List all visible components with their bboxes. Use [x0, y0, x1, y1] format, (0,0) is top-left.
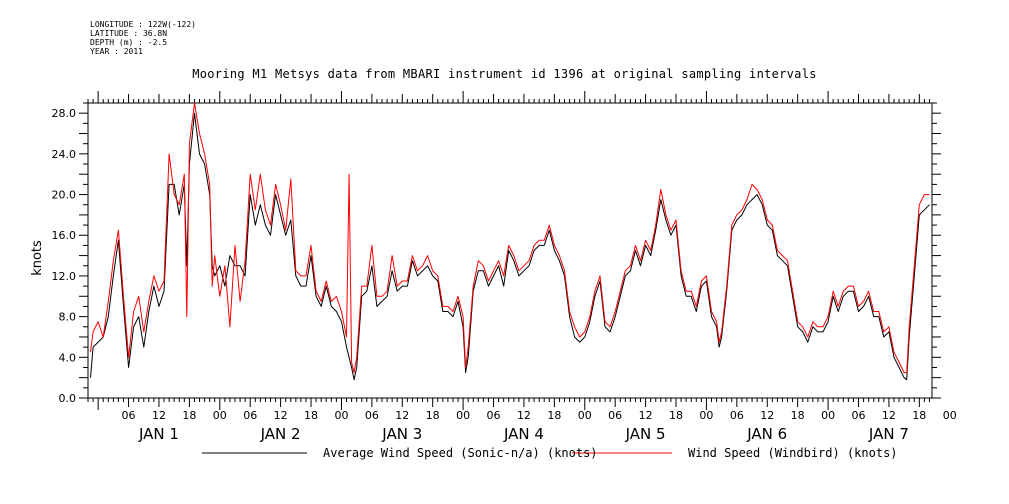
y-tick-label: 4.0 [59, 351, 77, 364]
year-text: YEAR : 2011 [90, 47, 143, 56]
x-hour-tick-label: 00 [699, 409, 713, 422]
x-hour-tick-label: 06 [122, 409, 136, 422]
x-hour-tick-label: 18 [669, 409, 683, 422]
x-hour-tick-label: 18 [426, 409, 440, 422]
x-hour-tick-label: 12 [882, 409, 896, 422]
x-day-label: JAN 4 [503, 425, 544, 443]
y-tick-label: 8.0 [59, 311, 77, 324]
x-hour-tick-label: 00 [943, 409, 957, 422]
x-hour-tick-label: 06 [365, 409, 379, 422]
x-hour-tick-label: 12 [152, 409, 166, 422]
x-hour-tick-label: 12 [395, 409, 409, 422]
x-day-label: JAN 5 [625, 425, 666, 443]
y-tick-label: 16.0 [52, 229, 77, 242]
x-day-label: JAN 1 [138, 425, 179, 443]
x-hour-tick-label: 00 [456, 409, 470, 422]
depth-text: DEPTH (m) : -2.5 [90, 38, 168, 47]
y-tick-label: 28.0 [52, 107, 77, 120]
x-hour-tick-label: 12 [274, 409, 288, 422]
longitude-text: LONGITUDE : 122W(-122) [90, 20, 196, 29]
x-hour-tick-label: 12 [517, 409, 531, 422]
x-hour-tick-label: 00 [821, 409, 835, 422]
y-axis-label: knots [30, 240, 45, 276]
y-tick-label: 24.0 [52, 148, 77, 161]
x-hour-tick-label: 00 [213, 409, 227, 422]
x-hour-tick-label: 00 [334, 409, 348, 422]
x-hour-tick-label: 12 [639, 409, 653, 422]
x-hour-tick-label: 06 [730, 409, 744, 422]
x-hour-tick-label: 18 [304, 409, 318, 422]
chart-title: Mooring M1 Metsys data from MBARI instru… [192, 67, 817, 81]
x-hour-tick-label: 18 [547, 409, 561, 422]
y-tick-label: 20.0 [52, 189, 77, 202]
y-tick-label: 0.0 [59, 392, 77, 405]
x-hour-tick-label: 06 [243, 409, 257, 422]
plot-frame [87, 102, 933, 399]
x-hour-tick-label: 18 [912, 409, 926, 422]
x-hour-tick-label: 00 [578, 409, 592, 422]
x-hour-tick-label: 18 [791, 409, 805, 422]
x-day-label: JAN 6 [746, 425, 787, 443]
x-hour-tick-label: 12 [760, 409, 774, 422]
series-line-windbird [90, 102, 930, 374]
x-day-label: JAN 3 [381, 425, 422, 443]
legend-label-windbird: Wind Speed (Windbird) (knots) [688, 446, 898, 460]
x-hour-tick-label: 06 [487, 409, 501, 422]
legend-label-sonic: Average Wind Speed (Sonic-n/a) (knots) [323, 446, 598, 460]
x-hour-tick-label: 06 [851, 409, 865, 422]
series-line-sonic [90, 112, 930, 381]
y-tick-label: 12.0 [52, 270, 77, 283]
x-hour-tick-label: 06 [608, 409, 622, 422]
latitude-text: LATITUDE : 36.8N [90, 29, 168, 38]
x-day-label: JAN 7 [868, 425, 909, 443]
metadata-block: LONGITUDE : 122W(-122) LATITUDE : 36.8N … [90, 20, 196, 56]
x-hour-tick-label: 18 [182, 409, 196, 422]
x-day-label: JAN 2 [260, 425, 301, 443]
